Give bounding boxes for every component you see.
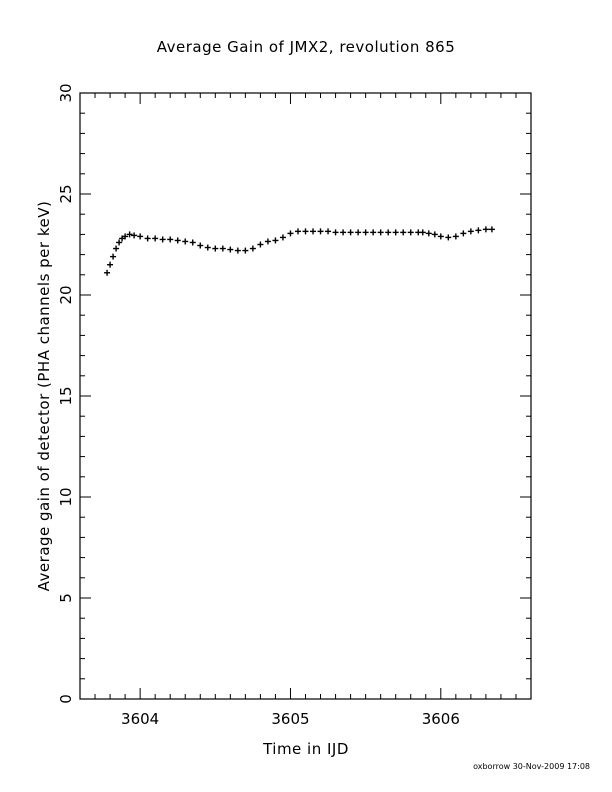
- data-point: [257, 241, 264, 248]
- data-point: [113, 245, 120, 252]
- data-point: [167, 236, 174, 243]
- data-point: [137, 233, 144, 240]
- data-point: [419, 229, 426, 236]
- data-point: [475, 227, 482, 234]
- footer-stamp: oxborrow 30-Nov-2009 17:08: [473, 762, 590, 771]
- data-point: [452, 233, 459, 240]
- x-tick-label: 3604: [121, 710, 159, 728]
- y-tick-label: 0: [57, 694, 75, 704]
- data-point: [107, 261, 114, 268]
- data-point: [392, 229, 399, 236]
- y-tick-label: 5: [57, 593, 75, 603]
- x-axis-label: Time in IJD: [263, 740, 349, 758]
- data-point: [377, 229, 384, 236]
- data-point: [204, 244, 211, 251]
- y-tick-label: 15: [57, 386, 75, 405]
- data-point: [467, 228, 474, 235]
- data-point: [227, 246, 234, 253]
- data-point: [287, 230, 294, 237]
- data-point: [310, 228, 317, 235]
- data-point: [482, 226, 489, 233]
- y-tick-label: 10: [57, 487, 75, 506]
- data-point: [234, 247, 241, 254]
- data-point: [104, 269, 111, 276]
- data-point: [355, 229, 362, 236]
- data-point: [110, 253, 117, 260]
- data-point: [264, 238, 271, 245]
- data-point: [212, 245, 219, 252]
- x-tick-label: 3605: [271, 710, 309, 728]
- data-point: [340, 229, 347, 236]
- y-tick-label: 25: [57, 184, 75, 203]
- data-point: [122, 233, 129, 240]
- plot-frame: [79, 92, 532, 700]
- data-point: [116, 239, 123, 246]
- data-point: [385, 229, 392, 236]
- data-point: [370, 229, 377, 236]
- y-axis-label: Average gain of detector (PHA channels p…: [35, 200, 53, 592]
- data-point: [152, 235, 159, 242]
- data-point: [460, 230, 467, 237]
- data-point: [219, 245, 226, 252]
- data-point: [174, 237, 181, 244]
- data-point: [197, 242, 204, 249]
- y-tick-label: 30: [57, 83, 75, 102]
- data-point: [317, 228, 324, 235]
- data-point: [407, 229, 414, 236]
- data-point: [332, 229, 339, 236]
- data-point: [182, 238, 189, 245]
- data-point: [159, 236, 166, 243]
- data-point: [126, 231, 133, 238]
- data-point: [347, 229, 354, 236]
- data-point: [488, 226, 495, 233]
- y-tick-label: 20: [57, 285, 75, 304]
- data-point: [119, 235, 126, 242]
- data-point: [279, 234, 286, 241]
- chart-title: Average Gain of JMX2, revolution 865: [156, 38, 456, 56]
- data-point: [131, 232, 138, 239]
- data-point: [325, 228, 332, 235]
- data-point: [144, 235, 151, 242]
- data-point: [437, 233, 444, 240]
- data-point: [272, 237, 279, 244]
- data-point: [242, 247, 249, 254]
- data-point: [249, 245, 256, 252]
- data-point: [189, 239, 196, 246]
- data-point: [294, 228, 301, 235]
- x-tick-label: 3606: [422, 710, 460, 728]
- data-point: [425, 230, 432, 237]
- data-point: [445, 234, 452, 241]
- data-point: [431, 231, 438, 238]
- data-point: [302, 228, 309, 235]
- data-point: [362, 229, 369, 236]
- data-point: [400, 229, 407, 236]
